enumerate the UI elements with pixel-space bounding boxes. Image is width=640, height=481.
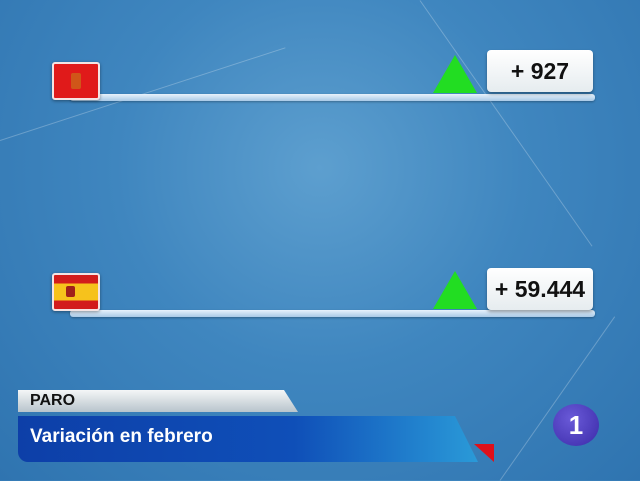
channel-logo: 1	[553, 404, 599, 446]
headline: Variación en febrero	[18, 416, 478, 462]
value-box: + 59.444	[487, 268, 593, 310]
background-streak	[419, 0, 593, 247]
value-box: + 927	[487, 50, 593, 92]
up-triangle-icon	[433, 271, 477, 309]
row-spain: + 59.444	[0, 268, 640, 328]
row-navarra: + 927	[0, 50, 640, 110]
row-bar	[70, 310, 595, 317]
spain-flag-icon	[52, 273, 100, 311]
red-corner-icon	[474, 444, 494, 462]
navarra-flag-icon	[52, 62, 100, 100]
row-bar	[70, 94, 595, 101]
background-streak	[499, 316, 616, 481]
up-triangle-icon	[433, 55, 477, 93]
topic-label: PARO	[18, 390, 298, 412]
